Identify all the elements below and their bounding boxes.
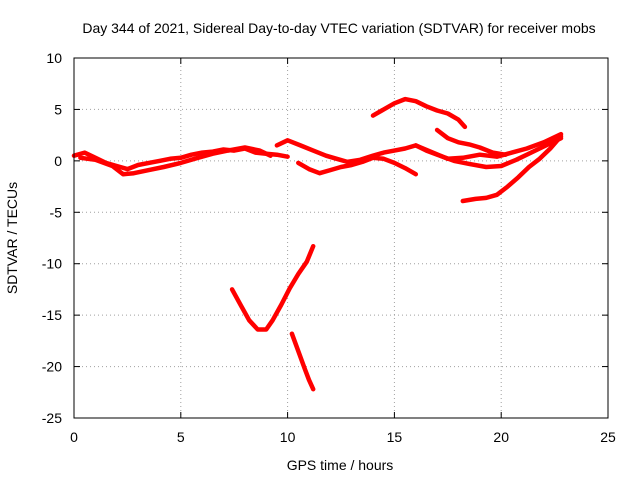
x-tick-label: 10 <box>280 429 296 445</box>
series-line-track-h <box>460 133 564 204</box>
x-tick-label: 20 <box>493 429 509 445</box>
y-tick-label: -5 <box>50 204 63 220</box>
x-tick-label: 15 <box>387 429 403 445</box>
y-tick-label: 5 <box>54 101 62 117</box>
y-tick-label: -20 <box>42 359 62 375</box>
y-tick-label: 10 <box>46 50 62 66</box>
series-line-track-e <box>370 96 468 130</box>
x-axis-label: GPS time / hours <box>287 457 394 473</box>
plot-frame <box>73 57 609 419</box>
chart-title: Day 344 of 2021, Sidereal Day-to-day VTE… <box>82 20 595 36</box>
grid <box>74 58 608 418</box>
y-axis-ticks: 10 5 0 -5 -10 -15 -20 -25 <box>42 50 608 426</box>
x-tick-label: 0 <box>70 429 78 445</box>
series-line-track-d <box>296 155 419 177</box>
x-tick-label: 5 <box>177 429 185 445</box>
x-tick-label: 25 <box>600 429 616 445</box>
series-line-track-g <box>434 127 508 157</box>
y-tick-label: 0 <box>54 153 62 169</box>
series-line-track-c <box>274 135 564 170</box>
series-line-track-b <box>78 145 273 177</box>
x-axis-ticks: 0 5 10 15 20 25 <box>70 58 616 445</box>
series-line-track-i <box>229 243 316 332</box>
y-axis-label: SDTVAR / TECUs <box>4 182 20 294</box>
data-series <box>71 96 564 392</box>
y-tick-label: -25 <box>42 410 62 426</box>
y-tick-label: -15 <box>42 307 62 323</box>
series-line-track-j <box>289 331 316 392</box>
series-line-track-f <box>413 131 564 162</box>
y-tick-label: -10 <box>42 256 62 272</box>
